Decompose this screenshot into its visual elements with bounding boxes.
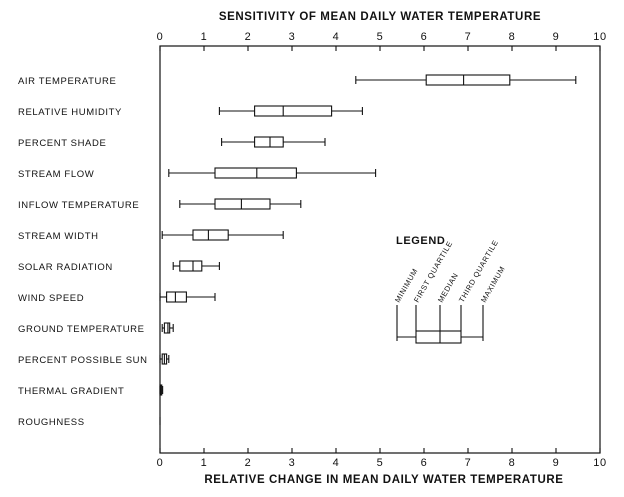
- bottom-tick-label: 9: [553, 457, 560, 469]
- top-tick-label: 3: [289, 31, 296, 43]
- box-series: [159, 74, 577, 425]
- plot-frame: [159, 45, 601, 454]
- iqr-box: [254, 105, 333, 117]
- category-label: WIND SPEED: [18, 293, 84, 304]
- bottom-tick-label: 5: [377, 457, 384, 469]
- box-5: [179, 198, 302, 210]
- category-label: ROUGHNESS: [18, 417, 85, 428]
- top-tick-label: 1: [201, 31, 208, 43]
- box-11: [159, 384, 164, 396]
- top-tick-label: 4: [333, 31, 340, 43]
- bottom-tick-label: 4: [333, 457, 340, 469]
- bottom-tick-label: 3: [289, 457, 296, 469]
- bottom-tick-label: 10: [593, 457, 606, 469]
- top-axis: 0 1 2 3 4 5 6 7 8 9 10: [157, 31, 606, 51]
- top-tick-label: 5: [377, 31, 384, 43]
- box-4: [168, 167, 377, 179]
- iqr-box: [214, 167, 297, 179]
- top-tick-label: 2: [245, 31, 252, 43]
- iqr-box: [425, 74, 511, 86]
- bottom-tick-label: 8: [509, 457, 516, 469]
- category-label: STREAM FLOW: [18, 169, 94, 180]
- iqr-box: [214, 198, 271, 210]
- box-8: [159, 291, 216, 303]
- box-1: [355, 74, 577, 86]
- top-tick-label: 10: [593, 31, 606, 43]
- box-7: [172, 260, 220, 272]
- top-tick-label: 0: [157, 31, 164, 43]
- category-label: RELATIVE HUMIDITY: [18, 107, 122, 118]
- category-label: GROUND TEMPERATURE: [18, 324, 145, 335]
- category-label: THERMAL GRADIENT: [18, 386, 124, 397]
- iqr-box: [254, 136, 284, 148]
- top-tick-label: 7: [465, 31, 472, 43]
- box-3: [221, 136, 326, 148]
- top-tick-label: 9: [553, 31, 560, 43]
- iqr-box: [163, 322, 171, 334]
- bottom-tick-label: 1: [201, 457, 208, 469]
- bottom-axis: 0 1 2 3 4 5 6 7 8 9 10: [157, 448, 606, 469]
- top-tick-label: 6: [421, 31, 428, 43]
- category-label: PERCENT POSSIBLE SUN: [18, 355, 148, 366]
- box-6: [161, 229, 284, 241]
- box-9: [161, 322, 174, 334]
- box-10: [159, 353, 170, 365]
- legend-label: THIRD QUARTILE: [457, 238, 500, 304]
- legend-title: LEGEND: [396, 235, 445, 247]
- x-axis-label: RELATIVE CHANGE IN MEAN DAILY WATER TEMP…: [204, 474, 563, 486]
- bottom-tick-label: 0: [157, 457, 164, 469]
- category-label: PERCENT SHADE: [18, 138, 106, 149]
- bottom-tick-label: 7: [465, 457, 472, 469]
- bottom-tick-label: 6: [421, 457, 428, 469]
- category-label: AIR TEMPERATURE: [18, 76, 116, 87]
- category-label: INFLOW TEMPERATURE: [18, 200, 139, 211]
- top-tick-label: 8: [509, 31, 516, 43]
- category-label: STREAM WIDTH: [18, 231, 99, 242]
- category-label: SOLAR RADIATION: [18, 262, 113, 273]
- category-labels: AIR TEMPERATURE RELATIVE HUMIDITY PERCENT …: [18, 76, 148, 428]
- chart-title: SENSITIVITY OF MEAN DAILY WATER TEMPERAT…: [219, 11, 541, 23]
- box-2: [218, 105, 363, 117]
- bottom-tick-label: 2: [245, 457, 252, 469]
- iqr-box: [192, 229, 229, 241]
- legend-box: [415, 330, 462, 344]
- iqr-box: [166, 291, 187, 303]
- iqr-box: [179, 260, 203, 272]
